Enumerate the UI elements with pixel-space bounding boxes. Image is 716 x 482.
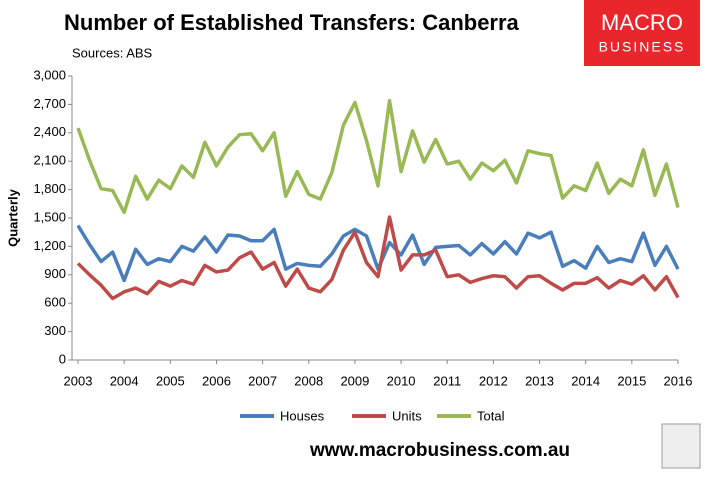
y-tick-label: 2,700 bbox=[33, 96, 66, 111]
y-tick-label: 1,500 bbox=[33, 209, 66, 224]
x-tick-label: 2006 bbox=[202, 373, 231, 388]
y-tick-label: 2,400 bbox=[33, 124, 66, 139]
y-tick-label: 1,800 bbox=[33, 181, 66, 196]
x-tick-label: 2009 bbox=[340, 373, 369, 388]
y-tick-label: 1,200 bbox=[33, 238, 66, 253]
x-tick-label: 2015 bbox=[617, 373, 646, 388]
x-tick-label: 2013 bbox=[525, 373, 554, 388]
y-tick-label: 300 bbox=[44, 323, 66, 338]
legend-label: Total bbox=[477, 408, 505, 423]
x-tick-label: 2008 bbox=[294, 373, 323, 388]
legend-label: Units bbox=[392, 408, 422, 423]
x-tick-label: 2007 bbox=[248, 373, 277, 388]
y-tick-label: 900 bbox=[44, 266, 66, 281]
y-axis-label: Quarterly bbox=[5, 188, 20, 247]
legend-label: Houses bbox=[280, 408, 325, 423]
logo-box bbox=[584, 0, 700, 66]
x-tick-label: 2014 bbox=[571, 373, 600, 388]
series-line bbox=[76, 98, 680, 215]
x-tick-label: 2012 bbox=[479, 373, 508, 388]
x-tick-label: 2004 bbox=[110, 373, 139, 388]
y-tick-label: 3,000 bbox=[33, 67, 66, 82]
x-tick-label: 2003 bbox=[64, 373, 93, 388]
x-tick-label: 2005 bbox=[156, 373, 185, 388]
y-tick-label: 600 bbox=[44, 295, 66, 310]
y-tick-label: 2,100 bbox=[33, 153, 66, 168]
x-tick-label: 2016 bbox=[664, 373, 693, 388]
y-tick-label: 0 bbox=[59, 351, 66, 366]
footer-url: www.macrobusiness.com.au bbox=[309, 440, 570, 461]
logo-icon bbox=[661, 423, 701, 469]
logo-line1: MACRO bbox=[601, 10, 683, 35]
chart-subtitle: Sources: ABS bbox=[72, 45, 153, 60]
chart-title: Number of Established Transfers: Canberr… bbox=[64, 10, 520, 35]
x-tick-label: 2010 bbox=[387, 373, 416, 388]
x-tick-label: 2011 bbox=[433, 373, 461, 388]
series-line bbox=[76, 215, 680, 301]
logo-line2: BUSINESS bbox=[599, 39, 686, 55]
